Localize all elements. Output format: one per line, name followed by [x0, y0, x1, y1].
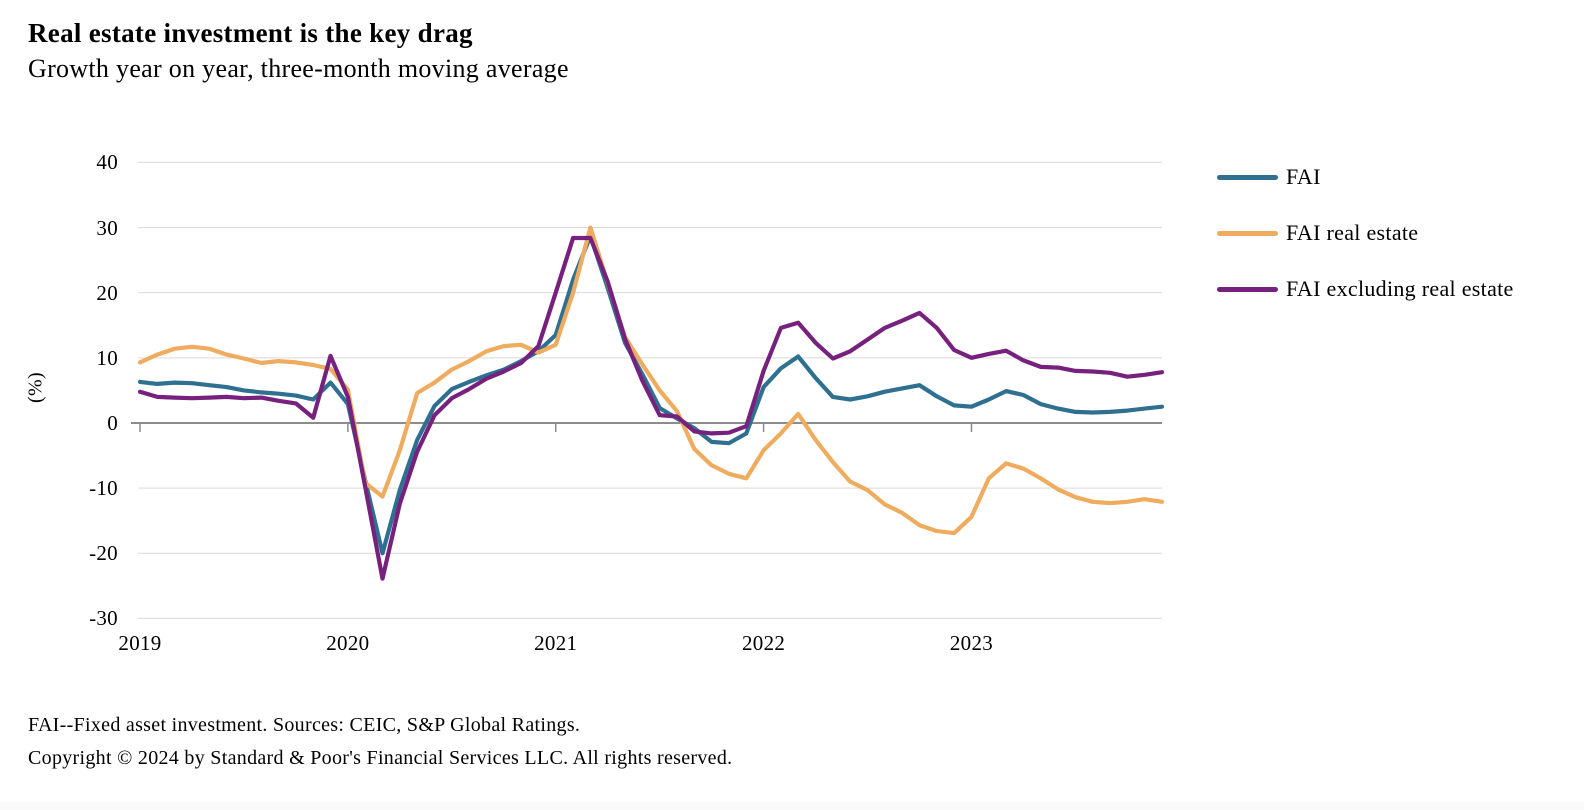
line-chart-svg — [131, 161, 1165, 619]
legend-swatch — [1217, 286, 1278, 292]
chart-title: Real estate investment is the key drag — [28, 18, 473, 48]
legend-swatch — [1217, 174, 1278, 180]
legend-item-fai-excluding-real-estate: FAI excluding real estate — [1217, 274, 1514, 304]
series-line-fai — [137, 233, 1165, 556]
x-tick-label: 2020 — [326, 631, 370, 655]
y-tick-label: 20 — [96, 280, 118, 305]
source-note: FAI--Fixed asset investment. Sources: CE… — [28, 714, 581, 736]
y-tick-label: 0 — [107, 410, 118, 435]
x-tick-label: 2022 — [741, 631, 786, 655]
legend-label: FAI real estate — [1286, 220, 1419, 245]
legend-item-fai-real-estate: FAI real estate — [1217, 218, 1418, 248]
y-tick-label: -30 — [89, 606, 118, 631]
y-tick-label: 10 — [96, 345, 118, 370]
y-tick-label: 40 — [96, 150, 118, 175]
legend-label: FAI — [1286, 164, 1321, 189]
y-tick-label: -10 — [89, 476, 118, 501]
legend-label: FAI excluding real estate — [1286, 276, 1514, 301]
bottom-strip — [0, 802, 1584, 810]
chart-area: 40 30 20 10 0 -10 -20 -30 2019 2020 2021 2022 2023 … — [24, 150, 1514, 655]
x-tick-label: 2023 — [949, 631, 994, 655]
copyright-note: Copyright © 2024 by Standard & Poor's Fi… — [28, 747, 733, 769]
y-tick-label: -20 — [89, 541, 118, 566]
chart-subtitle: Growth year on year, three-month moving … — [28, 54, 569, 83]
y-axis-unit-label: (%) — [24, 372, 47, 403]
x-tick-label: 2019 — [118, 631, 162, 655]
legend-item-fai: FAI — [1217, 162, 1321, 192]
series-line-fai-excluding-real-estate — [137, 235, 1165, 581]
series-line-fai-real-estate — [137, 225, 1165, 536]
x-tick-label: 2021 — [534, 631, 578, 655]
legend-swatch — [1217, 230, 1278, 236]
y-tick-label: 30 — [96, 215, 118, 240]
